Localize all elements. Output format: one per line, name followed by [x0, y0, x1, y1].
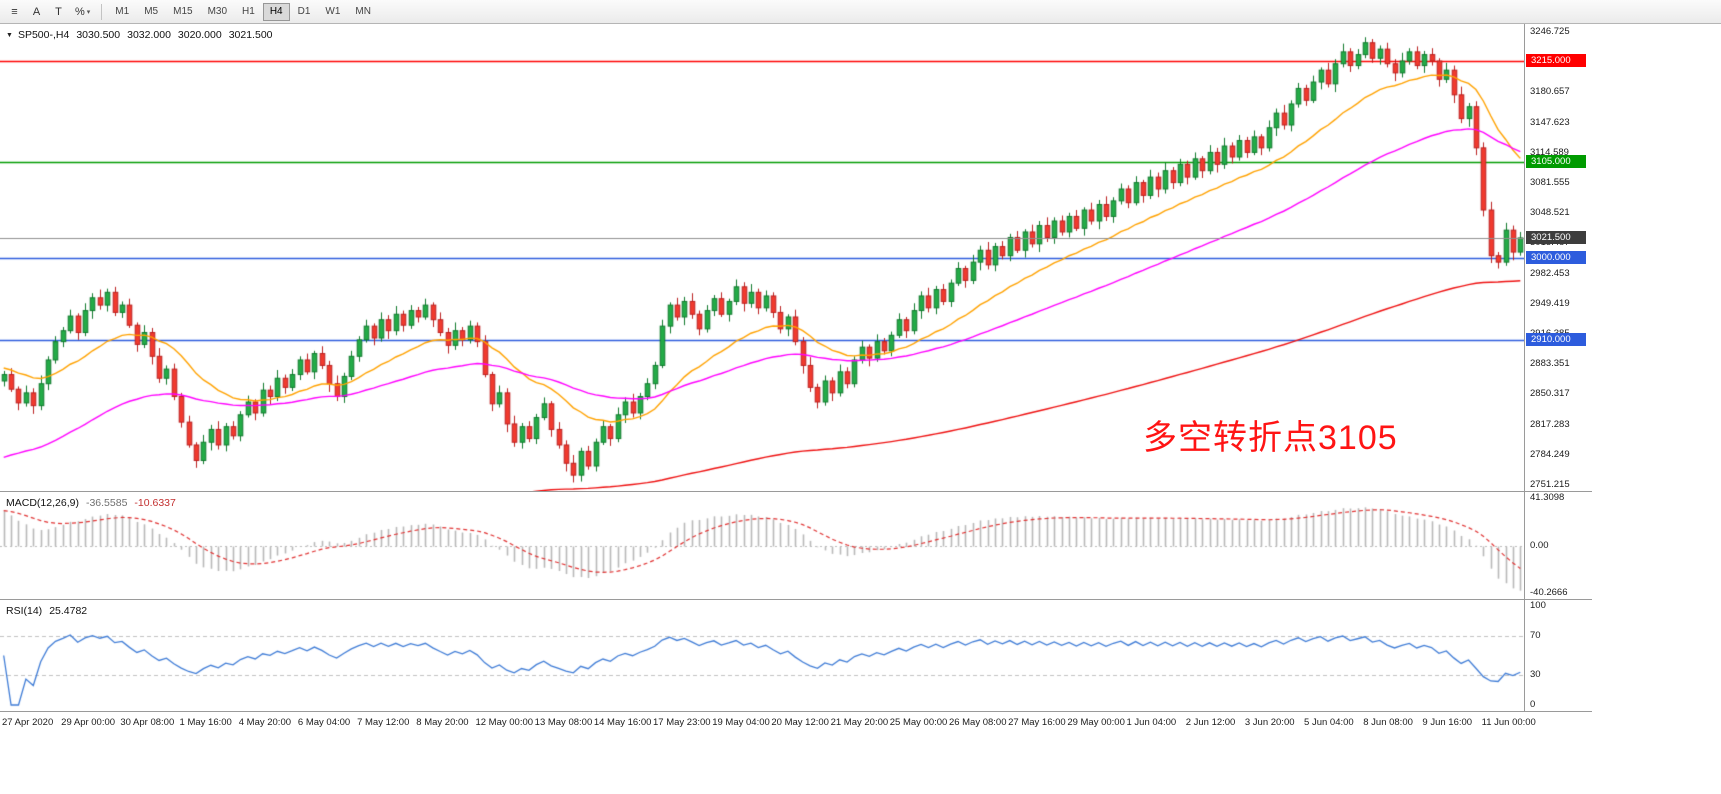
time-axis-label: 9 Jun 16:00	[1422, 717, 1473, 728]
time-axis-label: 1 May 16:00	[179, 717, 232, 728]
timeframe-button-w1[interactable]: W1	[318, 3, 347, 21]
timeframe-button-d1[interactable]: D1	[291, 3, 318, 21]
axis-tick-label: 3081.555	[1530, 177, 1570, 188]
chart-annotation-text: 多空转折点3105	[1143, 419, 1398, 457]
time-axis-label: 6 May 04:00	[297, 717, 351, 728]
time-axis-label: 29 May 00:00	[1067, 717, 1125, 728]
time-axis-label: 5 Jun 04:00	[1304, 717, 1354, 728]
axis-tick-label: 0.00	[1530, 540, 1549, 552]
axis-tick-label: 41.3098	[1530, 492, 1565, 503]
time-axis-label: 20 May 12:00	[771, 717, 829, 728]
axis-tick-label: 3147.623	[1530, 116, 1570, 128]
symbol-dropdown-icon[interactable]: ▼	[6, 31, 13, 39]
time-axis-label: 13 May 08:00	[534, 717, 593, 728]
time-axis-label: 21 May 20:00	[830, 717, 889, 728]
time-axis[interactable]: 27 Apr 2020 29 Apr 00:00 30 Apr 08:00 1 May…	[0, 712, 1592, 734]
price-line-tag: 3000.000	[1526, 250, 1586, 264]
timeframe-button-h4[interactable]: H4	[262, 2, 290, 21]
axis-tick-label: 3048.521	[1530, 207, 1570, 219]
rsi-label: RSI(14)	[6, 605, 43, 617]
axis-tick-label: 3246.725	[1530, 26, 1570, 37]
price-line-tag: 3021.500	[1526, 230, 1586, 244]
timeframe-button-m15[interactable]: M15	[166, 3, 199, 21]
axis-tick-label: 2850.317	[1530, 388, 1570, 400]
time-axis-label: 19 May 04:00	[712, 717, 770, 728]
rsi-header: RSI(14) 25.4782	[6, 605, 87, 617]
time-axis-label: 27 May 16:00	[1008, 717, 1066, 728]
axis-tick-label: 3180.657	[1530, 86, 1570, 98]
macd-label: MACD(12,26,9)	[6, 497, 79, 509]
text-tool-button[interactable]: T	[48, 2, 69, 21]
axis-tick-label: 70	[1530, 629, 1541, 641]
macd-panel: MACD(12,26,9) -36.5585 -10.6337 41.3098 0…	[0, 492, 1592, 600]
price-line-tag: 3105.000	[1526, 154, 1586, 168]
price-axis-macd[interactable]: 41.3098 0.00 -40.2666	[1524, 492, 1592, 599]
symbol-title: SP500-,H4	[17, 29, 70, 41]
timeframe-button-m5[interactable]: M5	[137, 3, 165, 21]
axis-tick-label: 0	[1530, 699, 1536, 710]
toolbar-timeframes: M1 M5 M15 M30 H1 H4 D1 W1 MN	[108, 2, 378, 21]
toolbar-tools: ≡ A T% ▾	[4, 2, 95, 21]
chart-shift-button[interactable]: ≡	[4, 2, 25, 21]
axis-tick-label: 2883.351	[1530, 358, 1570, 370]
time-axis-label: 27 Apr 2020	[2, 717, 54, 728]
macd-value: -36.5585	[85, 497, 128, 509]
symbol-ohlc-header: ▼ SP500-,H4 3030.500 3032.000 3020.000 3…	[6, 29, 273, 41]
time-axis-label: 30 Apr 08:00	[120, 717, 175, 728]
main-chart-canvas[interactable]	[0, 24, 1524, 491]
time-axis-label: 3 Jun 20:00	[1244, 717, 1295, 728]
time-axis-label: 8 Jun 08:00	[1363, 717, 1413, 728]
price-axis-rsi[interactable]: 100 70 30 0	[1524, 600, 1592, 711]
axis-tick-label: 30	[1530, 669, 1541, 681]
annotate-a-button[interactable]: A	[26, 2, 47, 21]
timeframe-button-m30[interactable]: M30	[201, 3, 234, 21]
axis-tick-label: 2784.249	[1530, 448, 1570, 460]
axis-tick-label: 3114.589	[1530, 146, 1569, 158]
ohlc-high: 3032.000	[127, 29, 171, 41]
time-axis-label: 12 May 00:00	[475, 717, 534, 728]
time-axis-label: 14 May 16:00	[593, 717, 652, 728]
chart-area: ▼ SP500-,H4 3030.500 3032.000 3020.000 3…	[0, 24, 1592, 734]
toolbar-separator	[101, 3, 103, 20]
timeframe-button-m1[interactable]: M1	[108, 3, 136, 21]
main-chart-panel: ▼ SP500-,H4 3030.500 3032.000 3020.000 3…	[0, 24, 1592, 492]
time-axis-label: 17 May 23:00	[653, 717, 711, 728]
timeframe-button-h1[interactable]: H1	[235, 3, 262, 21]
macd-canvas[interactable]	[0, 492, 1524, 599]
rsi-value: 25.4782	[49, 605, 88, 617]
time-axis-label: 1 Jun 04:00	[1126, 717, 1177, 728]
ohlc-close: 3021.500	[228, 29, 273, 41]
axis-tick-label: 100	[1530, 600, 1546, 611]
time-axis-label: 11 Jun 00:00	[1481, 717, 1536, 728]
rsi-canvas[interactable]	[0, 600, 1524, 711]
timeframe-button-mn[interactable]: MN	[348, 3, 378, 21]
price-line-tag: 2910.000	[1526, 332, 1586, 346]
time-axis-label: 4 May 20:00	[238, 717, 292, 728]
axis-tick-label: 2751.215	[1530, 479, 1570, 490]
axis-tick-label: -40.2666	[1530, 587, 1568, 598]
toolbar: ≡ A T% ▾ M1 M5 M15 M30 H1 H4 D1 W1 MN	[0, 0, 1721, 24]
axis-tick-label: 2982.453	[1530, 267, 1570, 279]
price-axis-main[interactable]: 3246.7253213.6913180.6573147.6233114.589…	[1524, 24, 1592, 491]
time-axis-label: 29 Apr 00:00	[61, 717, 116, 728]
macd-header: MACD(12,26,9) -36.5585 -10.6337	[6, 497, 176, 509]
percent-scale-button[interactable]: % ▾	[70, 2, 95, 21]
axis-tick-label: 2817.283	[1530, 418, 1570, 430]
time-axis-label: 8 May 20:00	[416, 717, 469, 728]
time-axis-label: 2 Jun 12:00	[1185, 717, 1236, 728]
price-line-tag: 3215.000	[1526, 54, 1586, 67]
axis-tick-label: 2949.419	[1530, 297, 1570, 309]
macd-signal-value: -10.6337	[134, 497, 176, 509]
rsi-panel: RSI(14) 25.4782 100 70 30 0	[0, 600, 1592, 712]
time-axis-label: 7 May 12:00	[357, 717, 410, 728]
time-axis-label: 25 May 00:00	[889, 717, 948, 728]
ohlc-low: 3020.000	[177, 29, 222, 41]
ohlc-open: 3030.500	[76, 29, 121, 41]
chevron-down-icon: ▾	[86, 8, 91, 16]
time-axis-label: 26 May 08:00	[948, 717, 1007, 728]
